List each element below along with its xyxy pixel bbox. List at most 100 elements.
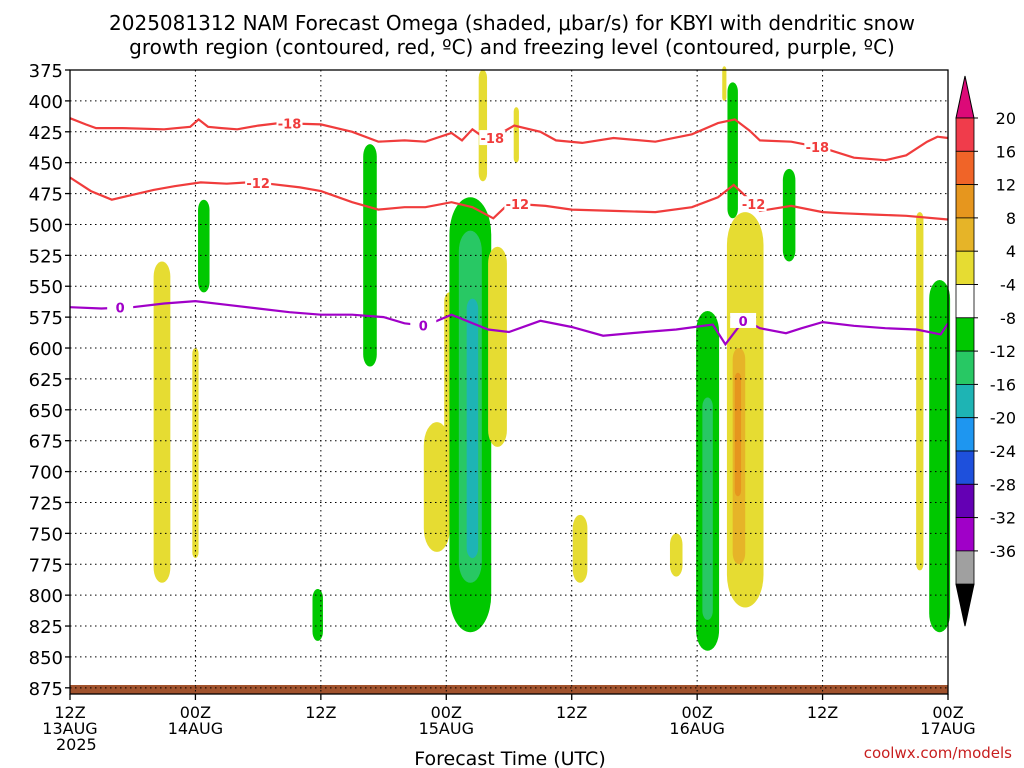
y-tick-label: 775 (29, 555, 63, 576)
y-tick-label: 475 (29, 185, 63, 206)
y-tick-label: 600 (29, 339, 63, 360)
x-tick-label: 16AUG (669, 719, 724, 738)
contour-label-bg (730, 312, 757, 328)
colorbar-swatch (955, 184, 975, 219)
y-tick-label: 850 (29, 648, 63, 669)
plot-frame (69, 69, 949, 695)
contour-label: -12 (506, 198, 530, 213)
y-tick-label: 425 (29, 123, 63, 144)
colorbar-label: -28 (990, 475, 1016, 494)
colorbar-swatch (955, 517, 975, 552)
omega-region (916, 212, 924, 571)
colorbar-swatch (955, 317, 975, 352)
omega-region (153, 261, 171, 583)
x-tick-label: 00Z (681, 703, 712, 722)
colorbar-top-arrow (955, 75, 975, 119)
y-tick-label: 400 (29, 92, 63, 113)
contour-line (69, 176, 949, 221)
x-tick-label: 13AUG (42, 719, 97, 738)
omega-region (669, 533, 683, 577)
y-tick-label: 525 (29, 246, 63, 267)
y-tick-label: 450 (29, 154, 63, 175)
y-tick-label: 625 (29, 370, 63, 391)
y-tick-label: 800 (29, 586, 63, 607)
colorbar-swatch (955, 417, 975, 452)
contour-label-bg (107, 299, 134, 315)
colorbar-swatch (955, 383, 975, 419)
omega-region (363, 144, 377, 367)
omega-region (192, 348, 199, 559)
contour-label-bg (804, 138, 831, 154)
x-axis-label: Forecast Time (UTC) (414, 748, 605, 768)
colorbar-swatch (955, 450, 975, 485)
x-tick-label: 00Z (932, 703, 963, 722)
y-axis: 375 400 425 450 475 500 525 550 575 600 625 650 675 7… (29, 61, 70, 700)
credit-text: coolwx.com/models (864, 744, 1012, 762)
contour-label-bg (479, 130, 506, 146)
omega-region (466, 298, 479, 559)
colorbar-label: 8 (1006, 209, 1016, 228)
y-tick-label: 650 (29, 401, 63, 422)
colorbar-bottom-arrow (955, 583, 975, 627)
x-tick-label: 12Z (807, 703, 838, 722)
contour-label-bg (504, 196, 531, 212)
colorbar-swatch (955, 150, 975, 186)
omega-region (572, 514, 588, 583)
contour-label-bg (740, 196, 767, 212)
omega-region (423, 422, 450, 552)
contour-label-bg (245, 175, 272, 191)
colorbar-label: 20 (996, 109, 1016, 128)
y-tick-label: 700 (29, 463, 63, 484)
omega-region (727, 82, 738, 219)
x-tick-label: 14AUG (168, 719, 223, 738)
colorbar-swatch (955, 250, 975, 285)
colorbar-label: -12 (990, 342, 1016, 361)
omega-region (702, 397, 713, 620)
y-tick-label: 675 (29, 432, 63, 453)
x-tick-label: 00Z (180, 703, 211, 722)
colorbar-label: 12 (996, 176, 1016, 195)
omega-region (929, 280, 951, 633)
y-tick-label: 375 (29, 61, 63, 82)
x-tick-label: 2025 (56, 735, 97, 754)
contour-label: -12 (246, 177, 270, 192)
colorbar-label: -4 (1000, 276, 1016, 295)
chart-title-line1: 2025081312 NAM Forecast Omega (shaded, μ… (109, 11, 915, 35)
y-tick-label: 575 (29, 308, 63, 329)
y-tick-label: 550 (29, 277, 63, 298)
colorbar-swatch (955, 117, 975, 152)
ground-band-fill (70, 685, 948, 694)
chart-title-line2: growth region (contoured, red, ºC) and f… (129, 35, 895, 59)
omega-region (734, 372, 742, 497)
colorbar-label: -20 (990, 409, 1016, 428)
grid (69, 69, 949, 694)
colorbar-label: -24 (990, 442, 1016, 461)
y-tick-label: 725 (29, 493, 63, 514)
colorbar-label: -36 (990, 542, 1016, 561)
x-tick-label: 00Z (431, 703, 462, 722)
y-tick-label: 750 (29, 524, 63, 545)
y-tick-label: 825 (29, 617, 63, 638)
omega-region (478, 70, 488, 182)
x-tick-label: 12Z (556, 703, 587, 722)
omega-region (722, 66, 727, 101)
omega-shading (153, 66, 951, 651)
omega-region (198, 199, 210, 293)
colorbar-label: -8 (1000, 309, 1016, 328)
contour-label: -12 (742, 198, 766, 213)
x-tick-label: 12Z (305, 703, 336, 722)
y-tick-label: 500 (29, 215, 63, 236)
x-tick-label: 15AUG (419, 719, 474, 738)
colorbar-label: -32 (990, 509, 1016, 528)
ground-band (70, 685, 948, 694)
colorbar-swatch (955, 284, 975, 319)
colorbar-swatch (955, 350, 975, 385)
contour-label-bg (276, 115, 303, 131)
colorbar: 20 16 12 8 4 -4 -8 -12 -16 -20 -24 -28 -32 -36 (955, 75, 1016, 627)
x-tick-label: 17AUG (920, 719, 975, 738)
colorbar-label: -16 (990, 375, 1016, 394)
omega-region (513, 107, 519, 163)
contour-label-bg (410, 317, 437, 333)
